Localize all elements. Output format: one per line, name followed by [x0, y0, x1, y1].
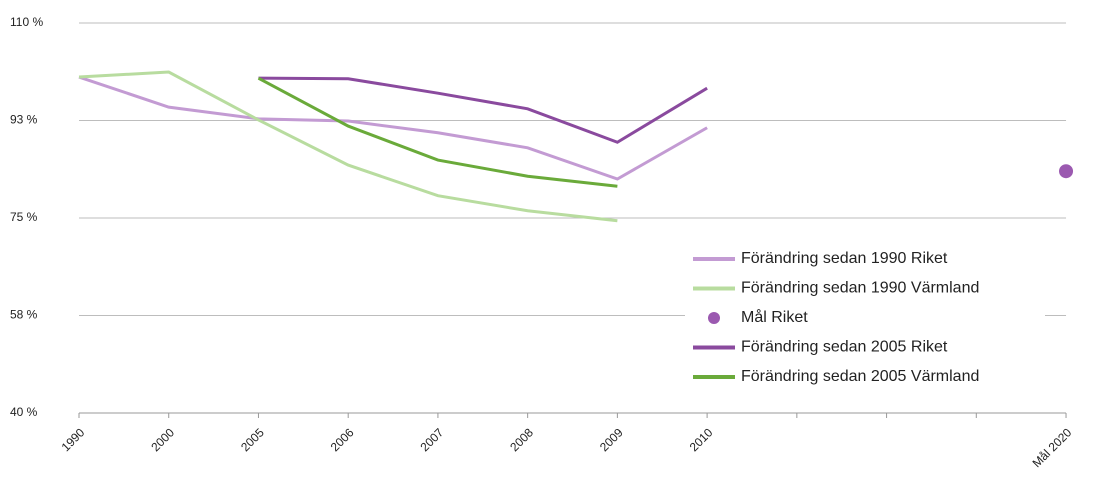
y-tick-label: 58 % [10, 308, 38, 322]
x-tick-label: 2010 [687, 425, 716, 454]
legend-label: Förändring sedan 2005 Riket [741, 339, 948, 356]
y-tick-label: 75 % [10, 210, 38, 224]
y-tick-label: 110 % [10, 15, 43, 29]
x-tick-label: 2008 [507, 425, 536, 454]
legend-label: Förändring sedan 2005 Värmland [741, 368, 979, 385]
y-tick-label: 40 % [10, 405, 38, 419]
target-point [1059, 164, 1074, 179]
legend-swatch [708, 312, 720, 324]
x-tick-label: 2005 [238, 425, 267, 454]
legend-label: Förändring sedan 1990 Värmland [741, 280, 979, 297]
series-line [78, 75, 708, 181]
x-tick-label: Mål 2020 [1030, 425, 1075, 470]
legend-label: Förändring sedan 1990 Riket [741, 250, 948, 267]
x-tick-label: 2009 [597, 425, 626, 454]
series-line [78, 70, 618, 223]
x-tick-label: 2000 [148, 425, 177, 454]
series-line [258, 76, 708, 144]
legend-box [685, 243, 1045, 397]
series-line [257, 76, 618, 188]
x-tick-label: 2006 [328, 425, 357, 454]
legend-label: Mål Riket [741, 308, 808, 326]
x-tick-label: 2007 [418, 425, 447, 454]
x-tick-label: 1990 [59, 425, 88, 454]
y-tick-label: 93 % [10, 113, 38, 127]
